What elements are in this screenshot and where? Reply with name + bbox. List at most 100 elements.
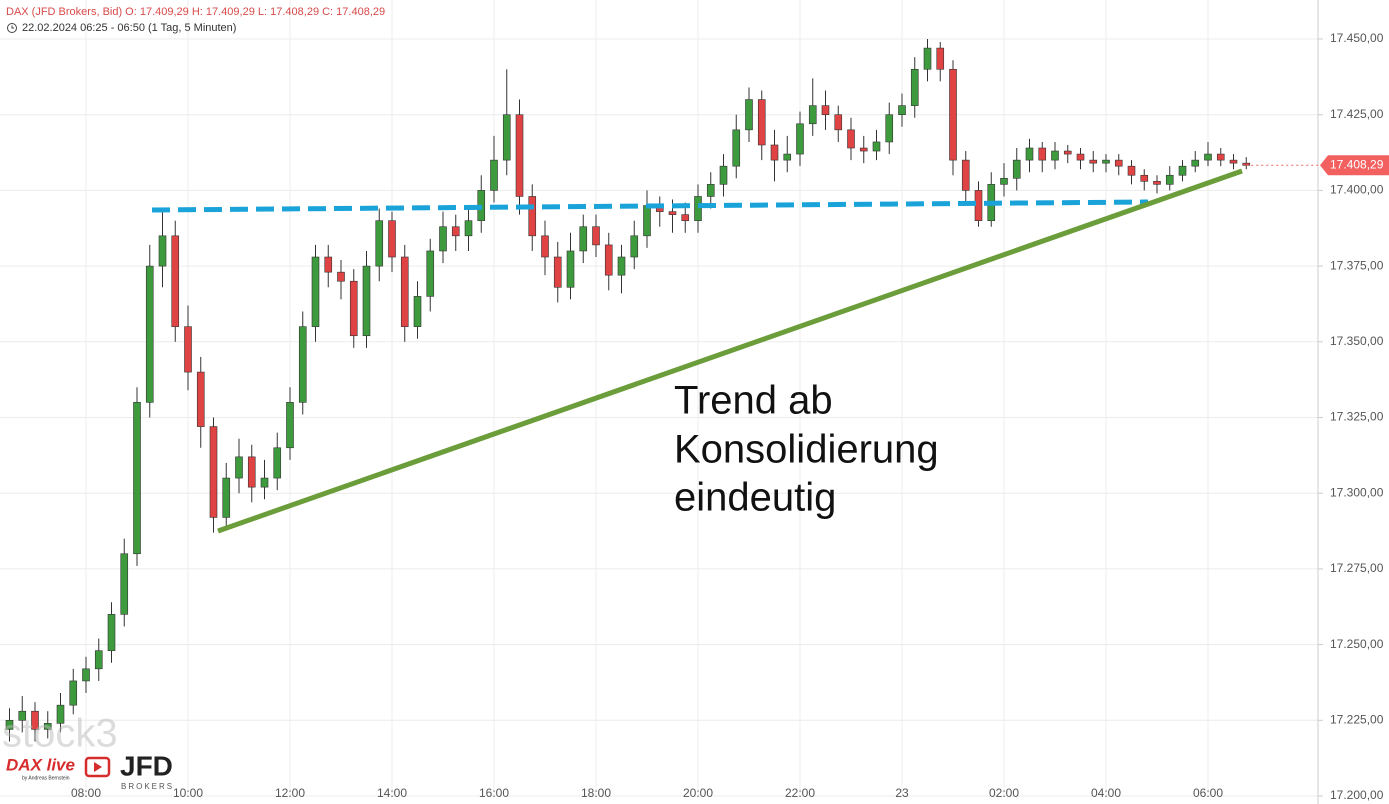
candle-body xyxy=(273,447,282,479)
x-tick-label: 14:00 xyxy=(377,786,407,800)
support-line xyxy=(151,199,1149,213)
x-tick-label: 16:00 xyxy=(479,786,509,800)
y-tick-label: 17.325,00 xyxy=(1330,410,1384,424)
y-tick-label: 17.375,00 xyxy=(1330,258,1384,272)
clock-hands xyxy=(11,25,14,29)
candle-body xyxy=(961,159,970,191)
candle-body xyxy=(1000,177,1008,185)
candle-body xyxy=(974,190,983,221)
candle-body xyxy=(235,456,243,479)
candle-body xyxy=(910,68,919,106)
candle-body xyxy=(1191,159,1200,167)
candle-body xyxy=(553,256,562,288)
candle-body xyxy=(171,235,180,327)
candle-body xyxy=(885,114,894,143)
candle-body xyxy=(362,265,371,337)
last-price-tag xyxy=(1320,155,1389,176)
y-tick-label: 17.200,00 xyxy=(1330,788,1384,802)
x-tick-label: 23 xyxy=(895,786,909,800)
watermark-brand: stock3 xyxy=(2,712,118,756)
candle-body xyxy=(821,105,830,115)
y-tick-label: 17.275,00 xyxy=(1330,561,1384,575)
candle-body xyxy=(668,211,677,215)
candle-body xyxy=(719,165,728,185)
candle-body xyxy=(1012,159,1021,179)
watermark-show-by: by Andreas Bernstein xyxy=(22,775,70,781)
candle-body xyxy=(222,477,231,518)
candle-body xyxy=(388,220,396,258)
candle-body xyxy=(82,668,90,682)
candle-body xyxy=(184,326,192,373)
x-tick-label: 18:00 xyxy=(581,786,611,800)
candle-body xyxy=(617,256,626,276)
candle-body xyxy=(859,147,868,152)
candle-body xyxy=(579,226,588,252)
candle-body xyxy=(196,371,205,427)
candle-body xyxy=(566,250,575,288)
candle-body xyxy=(451,226,460,237)
candle-body xyxy=(286,402,294,449)
candle-body xyxy=(464,220,473,237)
candles xyxy=(5,39,1251,742)
candle-body xyxy=(528,196,537,237)
candle-body xyxy=(56,704,65,724)
candle-body xyxy=(43,723,52,730)
y-tick-label: 17.225,00 xyxy=(1330,712,1384,726)
candle-body xyxy=(1038,147,1047,161)
x-tick-label: 22:00 xyxy=(785,786,815,800)
x-tick-label: 02:00 xyxy=(989,786,1019,800)
candle-body xyxy=(923,47,932,70)
candle-body xyxy=(1102,159,1110,164)
play-icon xyxy=(94,762,102,772)
candle-body xyxy=(311,256,320,327)
y-tick-label: 17.425,00 xyxy=(1330,107,1384,121)
subheader: 22.02.2024 06:25 - 06:50 (1 Tag, 5 Minut… xyxy=(22,22,236,34)
candle-body xyxy=(490,159,498,191)
candle-body xyxy=(592,226,600,246)
candle-body xyxy=(770,144,779,161)
x-tick-label: 04:00 xyxy=(1091,786,1121,800)
candle-body xyxy=(604,244,613,276)
watermark-broker: JFD xyxy=(120,750,173,781)
candle-body xyxy=(133,402,141,555)
header: DAX (JFD Brokers, Bid) O: 17.409,29 H: 1… xyxy=(6,6,385,18)
candle-body xyxy=(375,220,384,267)
candle-body xyxy=(1089,159,1098,164)
candle-body xyxy=(413,296,422,327)
candle-body xyxy=(439,226,447,252)
x-tick-label: 12:00 xyxy=(275,786,305,800)
candle-body xyxy=(1165,174,1174,185)
candle-body xyxy=(1204,153,1212,161)
candle-body xyxy=(1229,159,1238,164)
candle-body xyxy=(745,99,753,131)
candle-body xyxy=(808,105,817,125)
candle-body xyxy=(694,196,702,221)
candle-body xyxy=(1153,181,1161,185)
candle-body xyxy=(1127,165,1136,176)
candle-body xyxy=(18,710,27,721)
y-tick-label: 17.350,00 xyxy=(1330,334,1384,348)
annotation: Konsolidierung xyxy=(674,428,939,472)
annotation: eindeutig xyxy=(674,476,836,520)
y-tick-label: 17.300,00 xyxy=(1330,485,1384,499)
candle-body xyxy=(1178,165,1187,176)
candle-body xyxy=(1114,159,1123,167)
candle-body xyxy=(681,214,690,221)
y-tick-label: 17.450,00 xyxy=(1330,31,1384,45)
candle-body xyxy=(1051,150,1059,161)
candle-body xyxy=(298,326,307,403)
candle-body xyxy=(936,47,945,70)
candle-body xyxy=(847,129,855,149)
candle-body xyxy=(1063,150,1072,155)
clock-icon xyxy=(7,23,17,33)
candle-body xyxy=(120,553,129,615)
x-tick-label: 10:00 xyxy=(173,786,203,800)
candle-body xyxy=(158,235,167,267)
candle-body xyxy=(834,114,843,131)
candle-body xyxy=(783,153,792,161)
x-tick-label: 06:00 xyxy=(1193,786,1223,800)
y-tick-label: 17.250,00 xyxy=(1330,637,1384,651)
candle-body xyxy=(1025,147,1034,161)
candle-body xyxy=(757,99,766,146)
